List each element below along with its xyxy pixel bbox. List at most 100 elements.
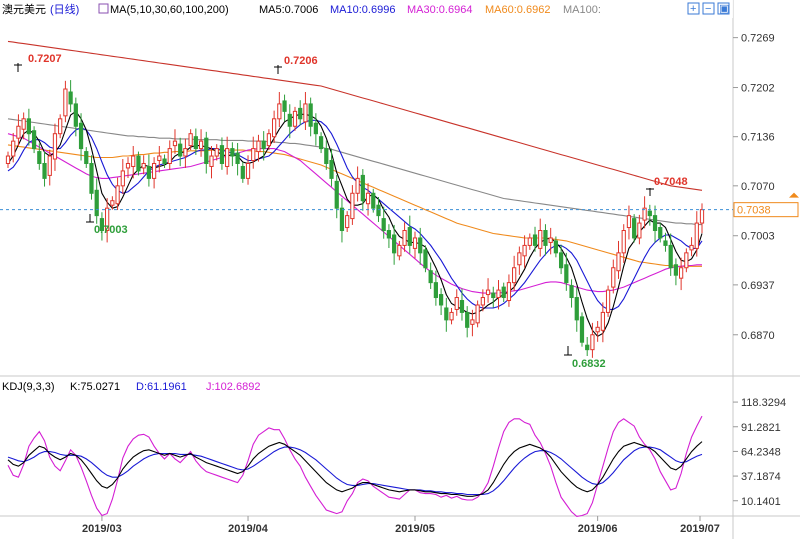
ma-indicator-label[interactable]: MA(5,10,30,60,100,200) bbox=[110, 4, 229, 16]
candle bbox=[235, 143, 240, 176]
annotation-low-2: 0.6832 bbox=[564, 346, 606, 370]
candle bbox=[162, 154, 167, 168]
candle bbox=[527, 233, 532, 250]
candle-body bbox=[694, 222, 699, 249]
annotation-low-1: 0.7003 bbox=[86, 214, 128, 236]
candle-body bbox=[485, 289, 491, 296]
candle bbox=[574, 287, 579, 332]
candle-body bbox=[11, 140, 16, 157]
candle bbox=[642, 196, 647, 229]
candle-body bbox=[334, 180, 339, 209]
candle-body bbox=[689, 244, 694, 251]
settings-icon[interactable] bbox=[717, 2, 730, 15]
candle-body bbox=[183, 148, 188, 157]
candle-body bbox=[402, 230, 407, 246]
candle bbox=[658, 223, 663, 243]
candle bbox=[449, 307, 454, 325]
candle-body bbox=[141, 162, 146, 169]
kdj-tick-label: 10.1401 bbox=[741, 496, 781, 508]
period-label[interactable]: (日线) bbox=[50, 2, 79, 16]
candle bbox=[272, 110, 277, 144]
candle bbox=[42, 151, 47, 187]
candle-body bbox=[157, 155, 162, 162]
candle-body bbox=[605, 289, 611, 313]
candle-body bbox=[512, 267, 517, 284]
candle bbox=[689, 237, 694, 257]
candle bbox=[553, 236, 559, 258]
annotation-high-1: 0.7207 bbox=[14, 53, 62, 72]
candle-body bbox=[376, 204, 381, 217]
candle bbox=[522, 235, 527, 268]
current-price-arrow-icon bbox=[789, 192, 799, 198]
chart-header: 澳元美元 (日线) MA(5,10,30,60,100,200) MA5:0.7… bbox=[0, 0, 733, 18]
candle bbox=[512, 255, 517, 291]
kdj-j-line bbox=[7, 415, 703, 517]
ma100-line bbox=[7, 118, 702, 226]
candle-body bbox=[642, 207, 647, 221]
candle bbox=[193, 128, 198, 155]
price-tick-label: 0.7136 bbox=[741, 132, 775, 144]
candle-body bbox=[209, 155, 214, 167]
candle bbox=[548, 227, 553, 255]
candle-body bbox=[329, 160, 334, 179]
candle-body bbox=[151, 162, 157, 179]
candle bbox=[31, 126, 37, 154]
candle bbox=[397, 240, 402, 261]
ma100-value: MA100: bbox=[563, 4, 601, 16]
candle-body bbox=[491, 292, 496, 299]
candle-body bbox=[193, 136, 198, 150]
candle bbox=[47, 149, 52, 186]
ma-toggle-icon[interactable] bbox=[98, 3, 109, 14]
candle bbox=[84, 147, 89, 168]
candle-body bbox=[621, 230, 626, 254]
candle-body bbox=[647, 210, 652, 217]
candle-body bbox=[658, 227, 663, 239]
candle-body bbox=[125, 162, 131, 169]
candle-body bbox=[407, 227, 412, 246]
candle bbox=[277, 92, 282, 127]
candle bbox=[365, 183, 371, 216]
kdj-tick-label: 37.1874 bbox=[741, 471, 781, 483]
candle-body bbox=[131, 155, 136, 167]
candle bbox=[621, 224, 626, 263]
candle-body bbox=[438, 294, 444, 306]
zoom-in-icon[interactable] bbox=[687, 2, 700, 15]
candle-body bbox=[318, 136, 324, 150]
candle bbox=[485, 278, 491, 303]
candle-body bbox=[699, 209, 705, 224]
candle bbox=[694, 211, 699, 257]
candle-body bbox=[282, 100, 287, 112]
candle bbox=[256, 134, 261, 162]
price-tick-label: 0.7070 bbox=[741, 181, 775, 193]
candle-body bbox=[136, 155, 141, 172]
annotation-high-2: 0.7206 bbox=[274, 55, 318, 74]
candle bbox=[141, 155, 146, 175]
candle bbox=[110, 196, 115, 210]
candle-body bbox=[178, 143, 183, 157]
candle bbox=[318, 132, 324, 154]
zoom-out-icon[interactable] bbox=[702, 2, 715, 15]
candle-body bbox=[172, 140, 178, 147]
candle bbox=[21, 112, 26, 140]
candle bbox=[491, 286, 496, 308]
candle-body bbox=[261, 140, 266, 150]
candle bbox=[68, 80, 73, 113]
candle-body bbox=[365, 192, 371, 205]
candle-body bbox=[355, 177, 360, 194]
candle-body bbox=[5, 155, 11, 164]
candle-body bbox=[78, 122, 84, 150]
candle bbox=[245, 155, 251, 185]
candle-body bbox=[558, 252, 564, 269]
candle bbox=[668, 233, 673, 276]
candle bbox=[214, 144, 219, 161]
candle bbox=[360, 169, 365, 211]
candle bbox=[339, 198, 345, 243]
kdj-indicator-label[interactable]: KDJ(9,3,3) bbox=[2, 381, 55, 393]
candle bbox=[125, 157, 131, 179]
candle bbox=[131, 145, 136, 179]
kdj-j-value: J:102.6892 bbox=[206, 381, 260, 393]
candle bbox=[543, 224, 548, 256]
candle-body bbox=[219, 145, 225, 164]
candle bbox=[146, 154, 152, 187]
candle-body bbox=[89, 162, 94, 194]
